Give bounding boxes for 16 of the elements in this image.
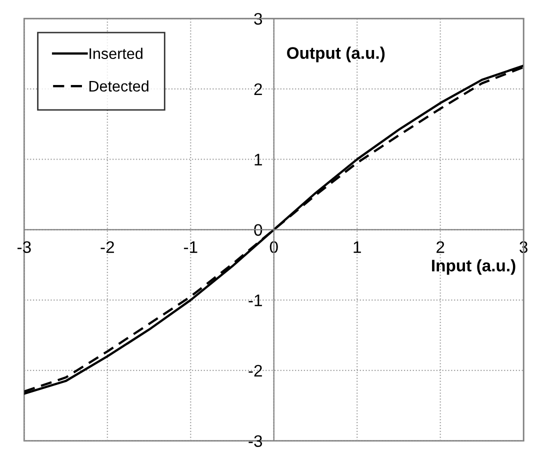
y-axis-title: Output (a.u.) <box>287 46 385 62</box>
x-tick-label: -3 <box>17 241 31 254</box>
y-tick-label: -2 <box>248 364 262 376</box>
x-tick-label: 1 <box>354 241 361 253</box>
y-tick-label: 1 <box>254 154 262 166</box>
y-tick-label: 0 <box>254 224 262 236</box>
legend-label: Inserted <box>90 48 142 60</box>
legend-label: Detected <box>89 80 148 92</box>
x-tick-label: 2 <box>436 241 444 253</box>
y-tick-label: -3 <box>248 435 262 448</box>
x-tick-label: 0 <box>270 241 278 254</box>
y-tick-label: -1 <box>248 294 262 306</box>
x-axis-title: Input (a.u.) <box>432 259 516 275</box>
y-tick-label: 2 <box>254 83 262 95</box>
x-tick-label: -2 <box>100 241 114 253</box>
x-tick-label: -1 <box>184 241 198 253</box>
